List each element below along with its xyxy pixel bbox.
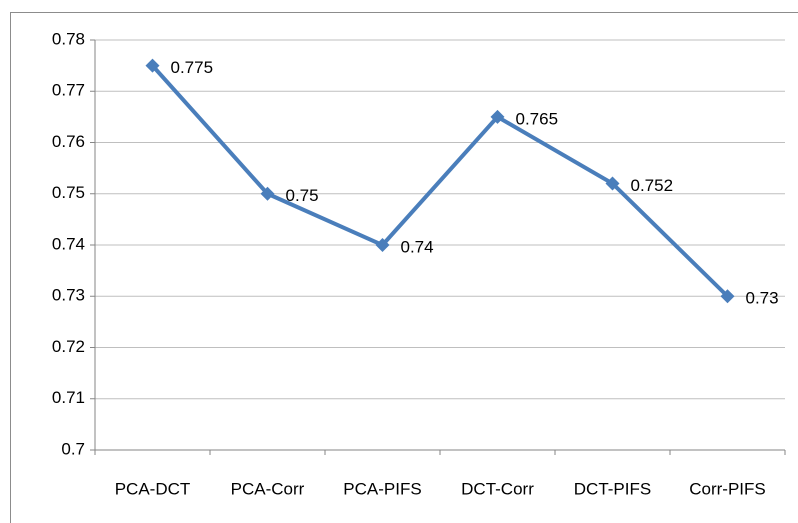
marker bbox=[145, 58, 160, 73]
y-tick-label: 0.76 bbox=[52, 132, 85, 151]
y-tick-label: 0.75 bbox=[52, 183, 85, 202]
x-tick-label: DCT-PIFS bbox=[574, 479, 651, 498]
y-tick-label: 0.72 bbox=[52, 337, 85, 356]
data-label: 0.75 bbox=[286, 186, 319, 205]
line bbox=[151, 64, 729, 298]
data-label: 0.752 bbox=[631, 176, 674, 195]
x-tick-label: PCA-Corr bbox=[231, 479, 305, 498]
marker bbox=[490, 109, 505, 124]
y-tick-label: 0.73 bbox=[52, 286, 85, 305]
data-label: 0.775 bbox=[171, 58, 214, 77]
x-tick-label: Corr-PIFS bbox=[689, 479, 766, 498]
x-tick-label: DCT-Corr bbox=[461, 479, 534, 498]
marker bbox=[375, 238, 390, 252]
marker bbox=[260, 186, 275, 201]
marker bbox=[605, 176, 620, 191]
marker bbox=[720, 289, 735, 304]
y-tick-label: 0.74 bbox=[52, 234, 85, 253]
x-tick-label: PCA-PIFS bbox=[343, 479, 421, 498]
y-tick-label: 0.78 bbox=[52, 29, 85, 48]
y-tick-label: 0.7 bbox=[61, 439, 85, 458]
chart-border bbox=[10, 12, 798, 523]
data-label: 0.74 bbox=[401, 237, 434, 256]
y-tick-label: 0.77 bbox=[52, 81, 85, 100]
y-tick-label: 0.71 bbox=[52, 388, 85, 407]
x-tick-label: PCA-DCT bbox=[115, 479, 191, 498]
data-label: 0.73 bbox=[746, 289, 779, 308]
data-label: 0.765 bbox=[516, 109, 559, 128]
